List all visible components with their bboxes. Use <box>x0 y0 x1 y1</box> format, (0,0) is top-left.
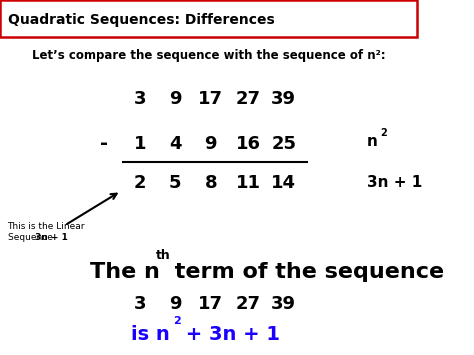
Text: 9: 9 <box>169 295 182 312</box>
Text: is n: is n <box>131 325 170 344</box>
Text: 2: 2 <box>134 174 146 192</box>
Text: 27: 27 <box>236 91 261 108</box>
Text: The n: The n <box>90 262 160 282</box>
Text: 3: 3 <box>134 91 146 108</box>
Text: 11: 11 <box>236 174 261 192</box>
Text: 39: 39 <box>271 295 296 312</box>
Text: 4: 4 <box>169 135 182 153</box>
Text: 14: 14 <box>271 174 296 192</box>
FancyBboxPatch shape <box>0 0 417 37</box>
Text: Let’s compare the sequence with the sequence of n²:: Let’s compare the sequence with the sequ… <box>32 49 385 61</box>
Text: term of the sequence: term of the sequence <box>167 262 444 282</box>
Text: 5: 5 <box>169 174 182 192</box>
Text: 3n + 1: 3n + 1 <box>35 233 67 241</box>
Text: 39: 39 <box>271 91 296 108</box>
Text: 25: 25 <box>271 135 296 153</box>
Text: 17: 17 <box>198 91 223 108</box>
Text: 9: 9 <box>204 135 217 153</box>
Text: 3: 3 <box>134 295 146 312</box>
Text: This is the Linear: This is the Linear <box>8 222 85 231</box>
Text: 16: 16 <box>236 135 261 153</box>
Text: 2: 2 <box>173 316 181 326</box>
Text: 2: 2 <box>381 128 387 138</box>
Text: 1: 1 <box>134 135 146 153</box>
Text: n: n <box>367 135 378 149</box>
Text: Quadratic Sequences: Differences: Quadratic Sequences: Differences <box>8 13 274 27</box>
Text: 9: 9 <box>169 91 182 108</box>
Text: 3n + 1: 3n + 1 <box>367 175 422 190</box>
Text: + 3n + 1: + 3n + 1 <box>180 325 281 344</box>
Text: -: - <box>100 134 109 153</box>
Text: 8: 8 <box>204 174 217 192</box>
Text: Sequence: Sequence <box>8 233 55 241</box>
Text: 17: 17 <box>198 295 223 312</box>
Text: th: th <box>155 249 170 262</box>
Text: 27: 27 <box>236 295 261 312</box>
